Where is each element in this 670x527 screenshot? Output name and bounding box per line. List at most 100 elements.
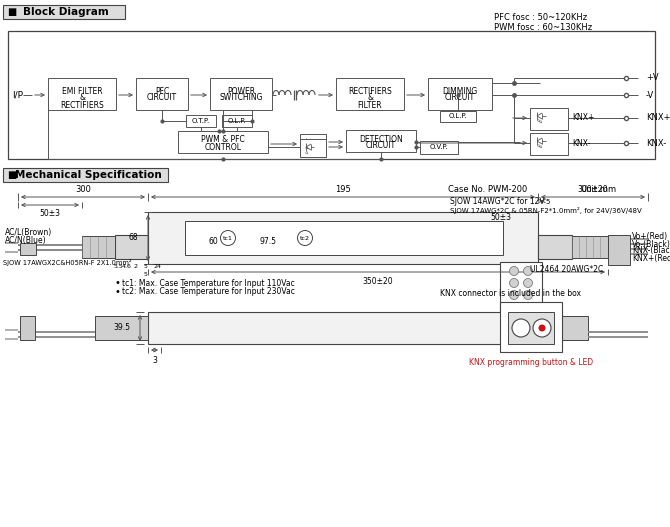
Circle shape [523,278,533,288]
Text: 50±3: 50±3 [490,213,511,222]
Circle shape [509,267,519,276]
Text: 97.5: 97.5 [259,238,277,247]
Bar [500,262,542,312]
Circle shape [509,290,519,299]
Text: tc2: Max. Case Temperature for Input 230Vac: tc2: Max. Case Temperature for Input 230… [122,288,295,297]
Bar [530,108,568,130]
Bar [185,221,503,255]
Bar [500,302,562,352]
Text: PFC: PFC [155,86,169,95]
Bar [440,111,476,122]
Text: Block Diagram: Block Diagram [23,7,109,17]
Bar [300,139,326,157]
Text: AC/L(Brown): AC/L(Brown) [5,228,52,237]
Bar [148,212,538,264]
Text: PWM & PFC: PWM & PFC [201,135,245,144]
Text: PFC fosc : 50~120KHz: PFC fosc : 50~120KHz [494,14,587,23]
Bar [3,5,125,19]
Text: Mechanical Specification: Mechanical Specification [15,170,161,180]
Text: 5: 5 [545,199,549,205]
Circle shape [220,230,235,246]
Text: 68: 68 [129,233,138,242]
Bar [538,235,572,259]
Text: Vo+(Red): Vo+(Red) [632,232,668,241]
Text: PWM fosc : 60~130KHz: PWM fosc : 60~130KHz [494,23,592,32]
Circle shape [297,230,312,246]
Text: KNX+: KNX+ [572,113,594,122]
Bar [178,131,268,153]
Text: -V: -V [646,91,654,100]
Bar [3,168,168,182]
Text: KNX-: KNX- [646,139,666,148]
Text: DETECTION: DETECTION [359,134,403,143]
Bar [210,78,272,110]
Circle shape [523,267,533,276]
Text: KNX programming button & LED: KNX programming button & LED [469,358,593,367]
Bar [136,78,188,110]
Text: DIMMING: DIMMING [442,86,478,95]
Text: AC/N(Blue): AC/N(Blue) [5,236,47,245]
Bar [148,312,538,344]
Bar [346,130,416,152]
Bar [48,78,116,110]
Bar [572,236,608,258]
Text: O.V.P.: O.V.P. [429,144,448,150]
Circle shape [509,278,519,288]
Text: CIRCUIT: CIRCUIT [366,142,396,151]
Text: SWITCHING: SWITCHING [219,93,263,102]
Text: UL2464 20AWG*2C: UL2464 20AWG*2C [530,266,603,275]
Text: CIRCUIT: CIRCUIT [147,93,177,102]
Bar [186,115,216,127]
Bar [20,243,36,255]
Text: O.L.P.: O.L.P. [228,118,247,124]
Text: I/P: I/P [13,91,23,100]
Bar [115,235,148,259]
Circle shape [533,319,551,337]
Bar [508,312,554,344]
Bar [82,236,115,258]
Text: 60: 60 [208,238,218,247]
Text: 4.6: 4.6 [122,264,132,268]
Text: SJOW 17AWG*2C & 05RN-F2*1.0mm², for 24V/36V/48V: SJOW 17AWG*2C & 05RN-F2*1.0mm², for 24V/… [450,207,642,213]
Text: RECTIFIERS: RECTIFIERS [60,101,104,110]
Text: POWER: POWER [227,86,255,95]
Text: +V: +V [646,73,659,83]
Bar [95,316,148,340]
Text: 300±20: 300±20 [578,185,608,194]
Text: EMI FILTER: EMI FILTER [62,86,103,95]
Text: Unit:mm: Unit:mm [580,186,616,194]
Text: 50±3: 50±3 [40,209,60,218]
Text: tc2: tc2 [300,236,310,240]
Text: KNX-: KNX- [572,139,590,148]
Text: SJOW 17AWGX2C&H05RN-F 2X1.0mm²: SJOW 17AWGX2C&H05RN-F 2X1.0mm² [3,259,131,267]
Text: KNX+: KNX+ [646,113,670,122]
Text: Case No. PWM-200: Case No. PWM-200 [448,186,527,194]
Text: &: & [367,93,373,102]
Text: RECTIFIERS: RECTIFIERS [348,86,392,95]
Text: KNX-(Black): KNX-(Black) [632,247,670,256]
Text: O.T.P.: O.T.P. [192,118,210,124]
Text: tc1: tc1 [223,236,233,240]
Bar [222,115,252,127]
Text: KNX connector is included in the box: KNX connector is included in the box [440,288,581,298]
Bar [420,141,458,154]
Bar [300,134,326,152]
Text: 195: 195 [335,185,351,194]
Bar [20,316,35,340]
Circle shape [539,325,545,331]
Text: ■: ■ [7,170,16,180]
Bar [336,78,404,110]
Circle shape [523,290,533,299]
Text: O.L.P.: O.L.P. [449,113,468,119]
Bar [8,31,655,159]
Text: 300: 300 [75,185,91,194]
Bar [530,133,568,155]
Text: KNX+(Red): KNX+(Red) [632,253,670,262]
Text: 5.5: 5.5 [113,264,123,268]
Text: ■: ■ [7,7,16,17]
Text: 2: 2 [134,264,138,268]
Text: 5: 5 [144,271,148,277]
Text: FILTER: FILTER [358,101,383,110]
Text: CIRCUIT: CIRCUIT [445,93,475,102]
Text: 350±20: 350±20 [362,277,393,286]
